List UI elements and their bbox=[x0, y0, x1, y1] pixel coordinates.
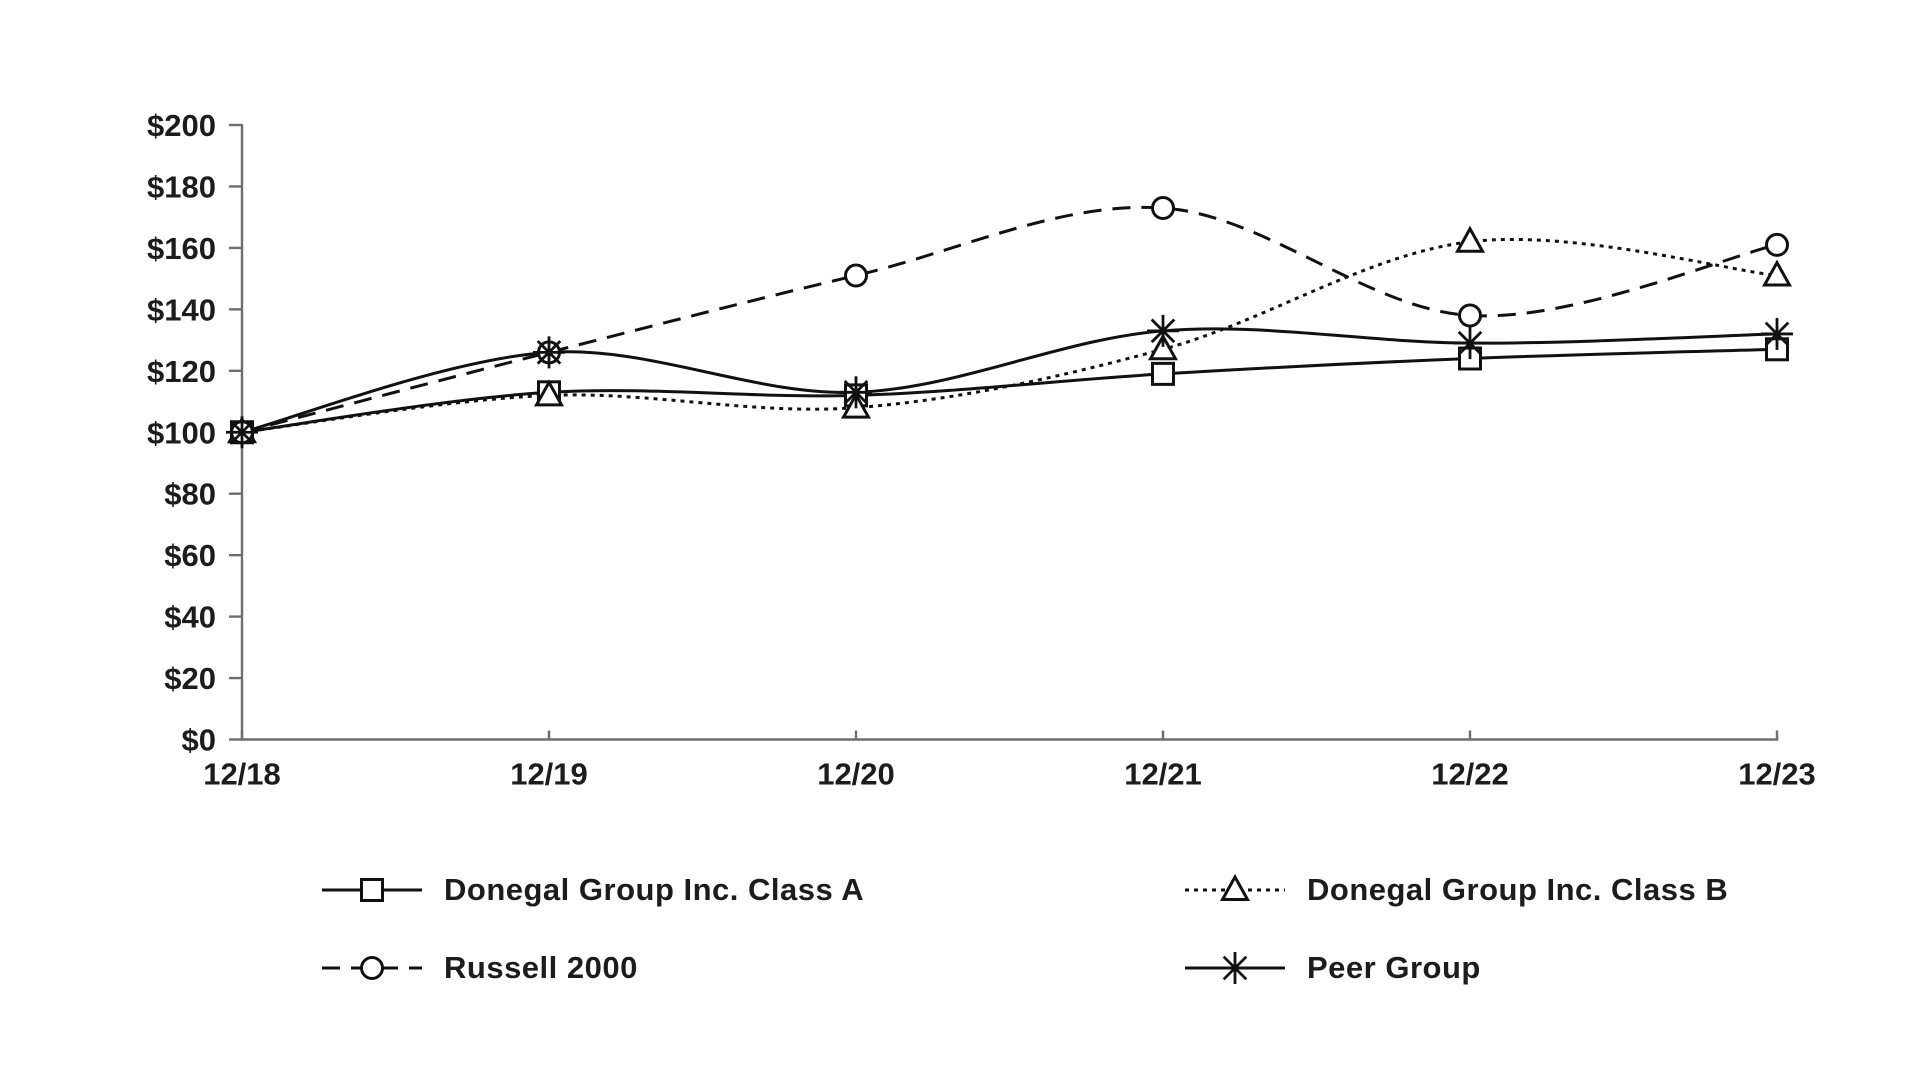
svg-text:$100: $100 bbox=[147, 415, 216, 450]
legend-item-donegal-class-b: Donegal Group Inc. Class B bbox=[1183, 868, 1728, 912]
legend-line-circle-icon bbox=[322, 956, 422, 980]
svg-text:$120: $120 bbox=[147, 354, 216, 389]
svg-text:12/19: 12/19 bbox=[510, 757, 588, 792]
svg-text:$60: $60 bbox=[164, 538, 216, 573]
svg-text:$140: $140 bbox=[147, 292, 216, 327]
svg-text:12/20: 12/20 bbox=[817, 757, 895, 792]
svg-text:12/22: 12/22 bbox=[1431, 757, 1509, 792]
svg-text:$200: $200 bbox=[147, 108, 216, 143]
svg-text:12/18: 12/18 bbox=[203, 757, 281, 792]
svg-text:$80: $80 bbox=[164, 477, 216, 512]
legend-item-donegal-class-a: Donegal Group Inc. Class A bbox=[320, 868, 864, 912]
legend-line-star-icon bbox=[1185, 952, 1285, 984]
legend-line-triangle-icon bbox=[1185, 873, 1285, 901]
legend-label-donegal-class-b: Donegal Group Inc. Class B bbox=[1307, 872, 1729, 907]
svg-text:$20: $20 bbox=[164, 661, 216, 696]
legend-item-russell-2000: Russell 2000 bbox=[320, 946, 638, 990]
svg-text:$180: $180 bbox=[147, 169, 216, 204]
svg-text:$160: $160 bbox=[147, 231, 216, 266]
svg-text:$0: $0 bbox=[182, 723, 216, 758]
svg-text:$40: $40 bbox=[164, 600, 216, 635]
legend-label-donegal-class-a: Donegal Group Inc. Class A bbox=[444, 872, 865, 907]
legend-label-russell-2000: Russell 2000 bbox=[444, 950, 638, 985]
legend-item-peer-group: Peer Group bbox=[1183, 946, 1481, 990]
legend-line-square-icon bbox=[322, 878, 422, 902]
svg-text:12/23: 12/23 bbox=[1738, 757, 1816, 792]
svg-text:12/21: 12/21 bbox=[1124, 757, 1202, 792]
legend-label-peer-group: Peer Group bbox=[1307, 950, 1481, 985]
